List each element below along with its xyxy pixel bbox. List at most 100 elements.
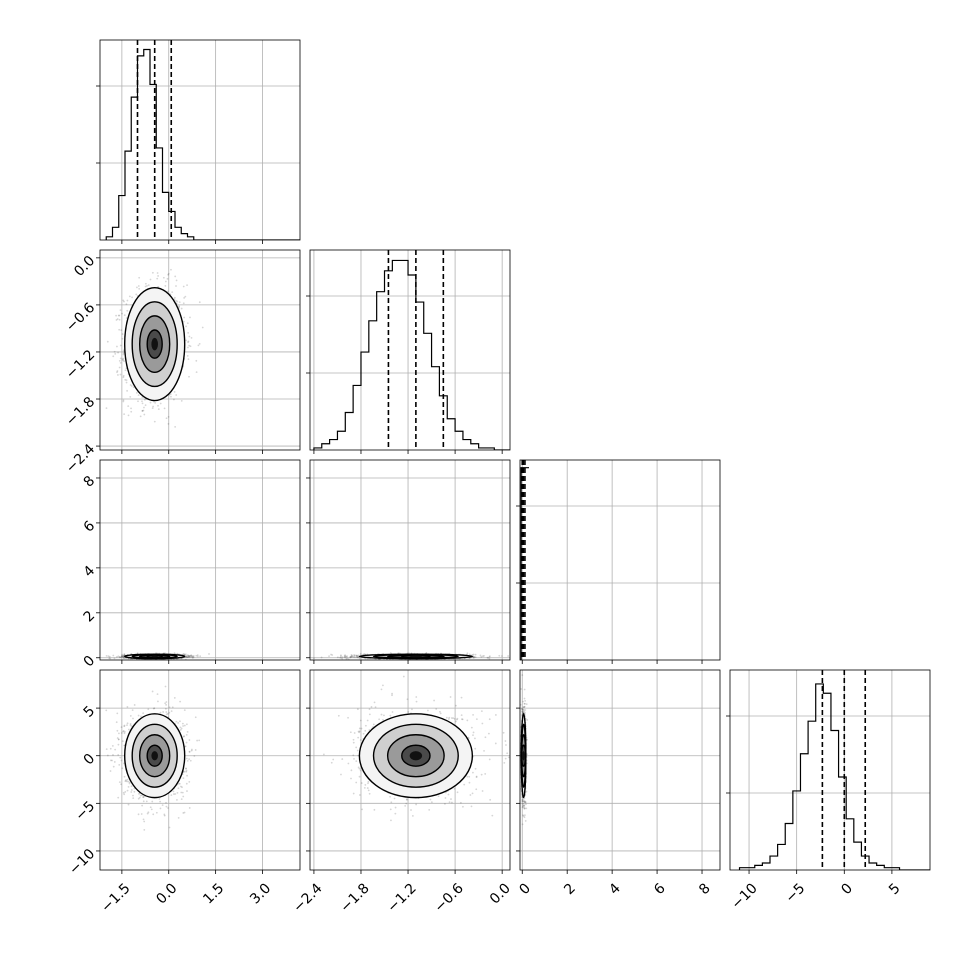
scatter-point (174, 426, 176, 428)
scatter-point (191, 337, 193, 339)
scatter-point (107, 755, 109, 757)
scatter-point (189, 807, 191, 809)
scatter-point (120, 374, 122, 376)
scatter-point (130, 411, 132, 413)
scatter-point (328, 655, 330, 657)
scatter-point (138, 285, 140, 287)
panel-frame (100, 40, 300, 240)
scatter-point (121, 732, 123, 734)
scatter-point (112, 655, 114, 657)
scatter-point (167, 807, 169, 809)
histogram-step (106, 50, 300, 240)
scatter-point (150, 279, 152, 281)
grid-lines (520, 460, 720, 660)
scatter-point (321, 657, 323, 659)
scatter-point (106, 655, 108, 657)
scatter-point (108, 657, 110, 659)
scatter-point (208, 653, 210, 655)
scatter-point (165, 711, 167, 713)
scatter-point (183, 302, 185, 304)
scatter-point (114, 761, 116, 763)
scatter-point (313, 657, 315, 659)
scatter-point (138, 715, 140, 717)
scatter-point (131, 785, 133, 787)
scatter-point (182, 777, 184, 779)
scatter-point (120, 345, 122, 347)
y-tick-label: 6 (81, 518, 99, 536)
density-peak (151, 655, 158, 657)
scatter-point (163, 277, 165, 279)
scatter-point (137, 400, 139, 402)
scatter-point (116, 656, 118, 658)
scatter-point (185, 325, 187, 327)
scatter-point (171, 710, 173, 712)
scatter-point (126, 382, 128, 384)
scatter-point (181, 308, 183, 310)
scatter-point (169, 706, 171, 708)
scatter-point (116, 712, 118, 714)
scatter-point (128, 415, 130, 417)
scatter-point (164, 702, 166, 704)
scatter-point (164, 407, 166, 409)
scatter-point (146, 453, 148, 455)
scatter-point (122, 358, 124, 360)
scatter-point (176, 280, 178, 282)
scatter-point (119, 319, 121, 321)
scatter-point (93, 336, 95, 338)
scatter-point (141, 805, 143, 807)
scatter-point (350, 656, 352, 658)
scatter-point (130, 384, 132, 386)
scatter-point (171, 291, 173, 293)
panel-frame (310, 250, 510, 450)
panel-frame (520, 460, 720, 660)
scatter-point (487, 657, 489, 659)
density-layer (106, 652, 210, 661)
scatter-point (143, 414, 145, 416)
y-tick-label: 4 (81, 563, 99, 581)
scatter-point (114, 657, 116, 659)
scatter-point (168, 416, 170, 418)
scatter-point (140, 415, 142, 417)
scatter-point (114, 351, 116, 353)
scatter-point (157, 701, 159, 703)
scatter-point (118, 764, 120, 766)
grid-lines (100, 40, 300, 240)
scatter-point (199, 301, 201, 303)
scatter-point (152, 691, 154, 693)
scatter-point (199, 343, 201, 345)
scatter-point (186, 734, 188, 736)
scatter-point (167, 278, 169, 280)
scatter-point (127, 300, 129, 302)
scatter-point (188, 358, 190, 360)
scatter-point (182, 792, 184, 794)
scatter-point (187, 322, 189, 324)
scatter-point (179, 244, 181, 246)
scatter-point (185, 771, 187, 773)
scatter-point (181, 400, 183, 402)
y-tick-label: 2 (81, 608, 99, 626)
scatter-point (188, 376, 190, 378)
scatter-point (185, 653, 187, 655)
scatter-point (165, 686, 167, 688)
scatter-point (123, 793, 125, 795)
scatter-point (117, 352, 119, 354)
scatter-point (131, 464, 133, 466)
scatter-point (185, 339, 187, 341)
scatter-point (118, 329, 120, 331)
scatter-point (119, 367, 121, 369)
scatter-point (498, 655, 500, 657)
scatter-point (168, 423, 170, 425)
scatter-point (170, 794, 172, 796)
scatter-point (346, 655, 348, 657)
panel-1-0: −2.4−1.8−1.2−0.60.0 (63, 244, 300, 476)
scatter-point (166, 417, 168, 419)
scatter-point (130, 407, 132, 409)
scatter-point (138, 798, 140, 800)
density-peak (410, 655, 422, 657)
scatter-point (344, 656, 346, 658)
scatter-point (354, 656, 356, 658)
scatter-point (148, 284, 150, 286)
scatter-point (133, 791, 135, 793)
